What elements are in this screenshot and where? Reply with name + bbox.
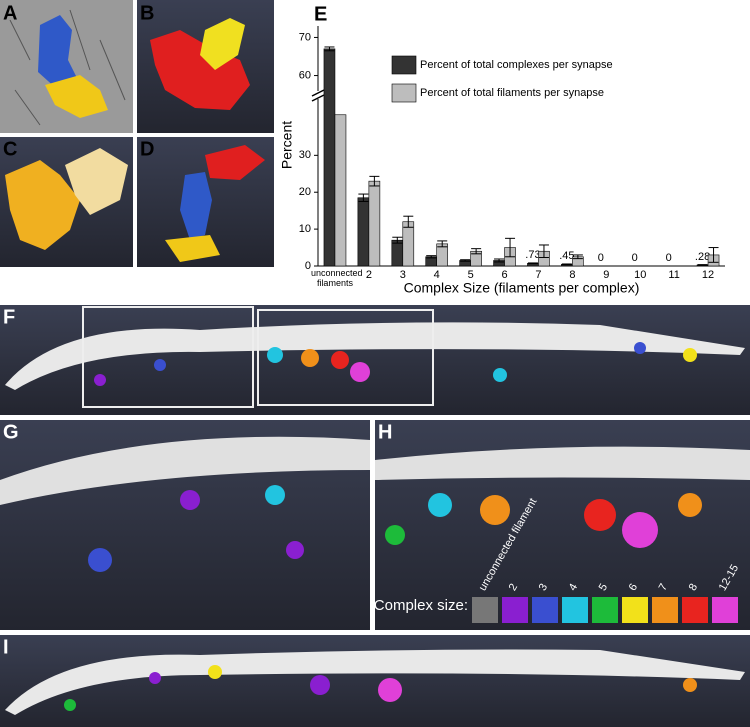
blob-yellow	[165, 235, 220, 262]
panel-f	[0, 305, 750, 415]
x-tick-label: 12	[701, 269, 715, 281]
membrane	[5, 649, 745, 715]
legend-label: Percent of total complexes per synapse	[420, 59, 613, 71]
y-tick-label: 0	[305, 260, 311, 272]
bar	[402, 221, 415, 267]
bar	[357, 197, 370, 267]
blob-red	[205, 145, 265, 180]
blob-red	[150, 30, 250, 110]
x-tick-label: 9	[603, 269, 610, 281]
y-tick-label: 10	[299, 223, 311, 235]
x-tick-label: 6	[501, 269, 508, 281]
legend-label: 8	[687, 582, 700, 593]
panel-label: I	[3, 636, 9, 658]
y-tick-label: 30	[299, 149, 311, 161]
x-axis-label: Complex Size (filaments per complex)	[404, 280, 640, 296]
value-label: .45	[559, 250, 574, 262]
blob-blue	[180, 172, 212, 240]
bar	[368, 180, 381, 267]
legend-label: 5	[597, 582, 610, 593]
legend-label: Percent of total filaments per synapse	[420, 87, 604, 99]
x-tick-label: 4	[433, 269, 440, 281]
panel-label: C	[3, 138, 17, 160]
x-tick-label: 10	[634, 269, 647, 281]
legend-label: 7	[657, 582, 670, 593]
blob-cream	[65, 148, 128, 215]
x-tick-label: 11	[668, 269, 680, 281]
membrane	[5, 322, 745, 390]
legend-label: 4	[567, 582, 580, 593]
panel-label: D	[140, 138, 154, 160]
blob-yellow	[45, 75, 108, 118]
panel-label: B	[140, 2, 154, 24]
blob-blue	[38, 15, 78, 90]
blob-orange	[5, 160, 80, 250]
membrane	[0, 436, 370, 505]
x-tick-label: unconnected filaments	[310, 268, 363, 288]
y-tick-label: 70	[299, 31, 311, 43]
legend-swatch	[682, 597, 708, 623]
legend-swatch	[472, 597, 498, 623]
value-label: .73	[525, 249, 540, 261]
value-label: 0	[666, 252, 672, 264]
legend-swatch	[622, 597, 648, 623]
legend-label: 6	[627, 582, 640, 593]
x-tick-label: 2	[365, 269, 372, 281]
inset-box	[257, 309, 434, 406]
value-label: 0	[598, 252, 604, 264]
panel-label: A	[3, 2, 17, 24]
legend-swatch	[592, 597, 618, 623]
legend-swatch	[391, 55, 417, 75]
value-label: 0	[632, 252, 638, 264]
x-tick-label: 8	[569, 269, 576, 281]
bar	[391, 239, 404, 267]
y-axis-label: Percent	[279, 121, 295, 169]
blob-yellow	[200, 18, 245, 70]
complexes	[64, 342, 702, 711]
legend-swatch	[532, 597, 558, 623]
bar	[323, 48, 336, 267]
x-tick-label: 7	[535, 269, 542, 281]
axis-break	[311, 89, 325, 102]
value-label: .28	[695, 251, 710, 263]
x-tick-label: 5	[467, 269, 474, 281]
x-tick-label: 3	[399, 269, 406, 281]
inset-box	[82, 306, 254, 408]
panel-label: E	[314, 3, 327, 25]
legend-swatch	[712, 597, 738, 623]
legend-label: 2	[507, 582, 520, 593]
y-tick-label: 60	[299, 69, 311, 81]
legend-title: Complex size:	[374, 597, 468, 614]
legend-swatch	[652, 597, 678, 623]
bar	[334, 114, 347, 267]
panel-a-render	[9, 9, 126, 126]
legend-label: 3	[537, 582, 550, 593]
panel-label: H	[378, 421, 392, 443]
membrane	[375, 446, 750, 480]
panel-i	[0, 635, 750, 727]
panel-label: F	[3, 306, 15, 328]
y-tick-label: 20	[299, 186, 311, 198]
legend-swatch	[391, 83, 417, 103]
legend-swatch	[562, 597, 588, 623]
legend-swatch	[502, 597, 528, 623]
panel-label: G	[3, 421, 19, 443]
